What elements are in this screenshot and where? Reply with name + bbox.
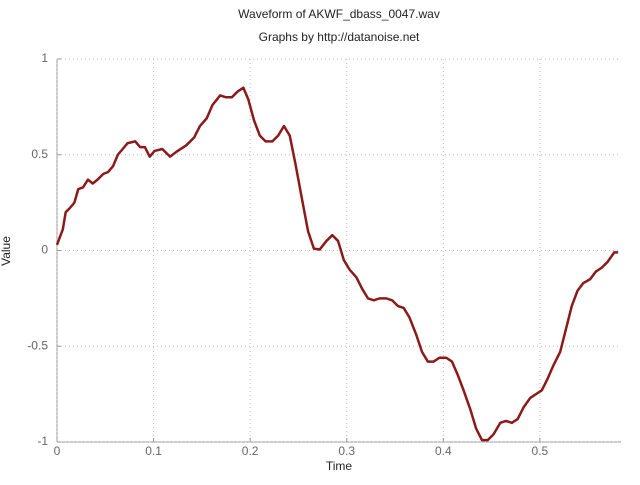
y-tick-label: -1 bbox=[37, 434, 48, 448]
y-tick-label: 1 bbox=[41, 51, 48, 65]
x-tick-label: 0.4 bbox=[435, 444, 452, 458]
x-tick-label: 0.3 bbox=[338, 444, 355, 458]
x-tick-label: 0.1 bbox=[145, 444, 162, 458]
x-tick-label: 0 bbox=[54, 444, 61, 458]
x-tick-label: 0.2 bbox=[242, 444, 259, 458]
y-axis-label: Value bbox=[0, 236, 13, 266]
x-axis-label: Time bbox=[326, 459, 353, 473]
y-tick-label: -0.5 bbox=[27, 338, 48, 352]
x-tick-label: 0.5 bbox=[532, 444, 549, 458]
y-tick-label: 0 bbox=[41, 243, 48, 257]
chart-title: Waveform of AKWF_dbass_0047.wav bbox=[238, 7, 440, 21]
y-tick-label: 0.5 bbox=[31, 147, 48, 161]
line-series bbox=[55, 86, 619, 442]
chart-subtitle: Graphs by http://datanoise.net bbox=[259, 30, 420, 44]
